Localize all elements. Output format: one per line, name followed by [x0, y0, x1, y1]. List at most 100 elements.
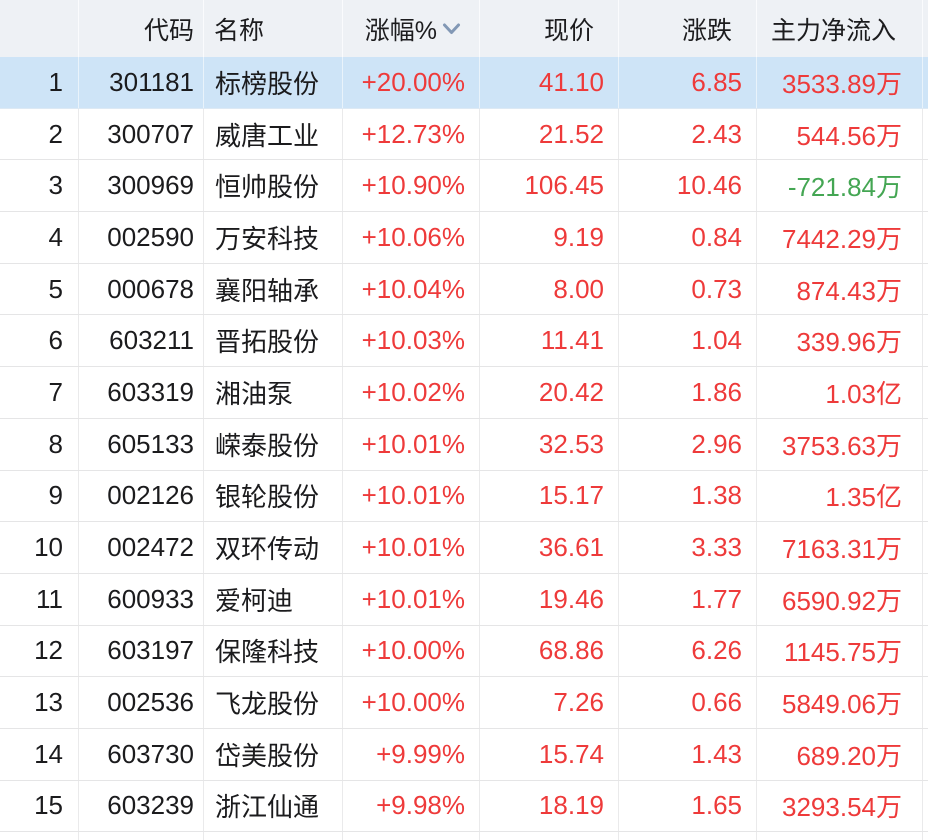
current-price — [480, 832, 619, 840]
cutoff-column — [923, 729, 928, 780]
price-change: 3.33 — [619, 522, 757, 573]
main-net-inflow — [757, 832, 923, 840]
header-price-change[interactable]: 涨跌 — [619, 0, 757, 57]
price-change: 0.66 — [619, 677, 757, 728]
change-percent: +10.01% — [343, 522, 480, 573]
current-price: 19.46 — [480, 573, 619, 625]
main-net-inflow: 5849.06万 — [757, 677, 923, 728]
current-price: 15.74 — [480, 728, 619, 780]
row-rank — [0, 832, 79, 840]
row-rank: 12 — [0, 625, 79, 677]
header-change-percent-label: 涨幅% — [364, 16, 437, 45]
change-percent: +10.01% — [343, 470, 480, 522]
current-price: 11.41 — [480, 315, 619, 367]
cutoff-column — [923, 626, 928, 677]
row-rank: 13 — [0, 677, 79, 728]
table-row[interactable]: 14 603730 岱美股份 +9.99% 15.74 1.43 689.20万 — [0, 728, 928, 781]
main-net-inflow: -721.84万 — [757, 160, 923, 212]
header-rank-blank — [0, 0, 79, 57]
chevron-down-icon — [442, 23, 461, 35]
current-price: 18.19 — [480, 780, 619, 832]
cutoff-column — [923, 832, 928, 840]
stock-name: 恒帅股份 — [204, 160, 343, 212]
cutoff-column — [923, 109, 928, 160]
change-percent: +9.98% — [343, 780, 480, 832]
table-row[interactable]: 6 603211 晋拓股份 +10.03% 11.41 1.04 339.96万 — [0, 315, 928, 368]
table-row[interactable]: 1 301181 标榜股份 +20.00% 41.10 6.85 3533.89… — [0, 57, 928, 109]
header-change-percent[interactable]: 涨幅% — [343, 0, 480, 57]
current-price: 41.10 — [480, 57, 619, 108]
row-rank: 14 — [0, 728, 79, 780]
main-net-inflow: 3293.54万 — [757, 780, 923, 832]
change-percent: +10.00% — [343, 625, 480, 677]
main-net-inflow: 7163.31万 — [757, 522, 923, 573]
table-row[interactable]: 11 600933 爱柯迪 +10.01% 19.46 1.77 6590.92… — [0, 573, 928, 626]
cutoff-column — [923, 264, 928, 315]
stock-code: 603239 — [79, 780, 204, 832]
change-percent: +10.04% — [343, 263, 480, 315]
cutoff-column — [923, 419, 928, 470]
price-change: 1.38 — [619, 470, 757, 522]
header-main-net-inflow[interactable]: 主力净流入 — [757, 0, 923, 57]
main-net-inflow: 339.96万 — [757, 315, 923, 367]
table-row[interactable]: 2 300707 威唐工业 +12.73% 21.52 2.43 544.56万 — [0, 108, 928, 161]
row-rank: 15 — [0, 780, 79, 832]
table-row[interactable]: 5 000678 襄阳轴承 +10.04% 8.00 0.73 874.43万 — [0, 263, 928, 316]
stock-code: 002472 — [79, 522, 204, 573]
stock-code: 603319 — [79, 367, 204, 418]
table-row[interactable]: 8 605133 嵘泰股份 +10.01% 32.53 2.96 3753.63… — [0, 418, 928, 471]
cutoff-column — [923, 522, 928, 573]
row-rank: 9 — [0, 470, 79, 522]
main-net-inflow: 3753.63万 — [757, 418, 923, 470]
change-percent: +10.06% — [343, 212, 480, 263]
current-price: 8.00 — [480, 263, 619, 315]
table-row[interactable]: 7 603319 湘油泵 +10.02% 20.42 1.86 1.03亿 — [0, 367, 928, 419]
stock-name: 飞龙股份 — [204, 677, 343, 728]
row-rank: 4 — [0, 212, 79, 263]
price-change: 2.96 — [619, 418, 757, 470]
stock-code: 603730 — [79, 728, 204, 780]
cutoff-column — [923, 212, 928, 263]
current-price: 15.17 — [480, 470, 619, 522]
main-net-inflow: 544.56万 — [757, 108, 923, 160]
table-row[interactable]: 9 002126 银轮股份 +10.01% 15.17 1.38 1.35亿 — [0, 470, 928, 523]
row-rank: 7 — [0, 367, 79, 418]
stock-name: 湘油泵 — [204, 367, 343, 418]
stock-code: 301181 — [79, 57, 204, 108]
header-code[interactable]: 代码 — [79, 0, 204, 57]
price-change: 1.43 — [619, 728, 757, 780]
price-change: 0.84 — [619, 212, 757, 263]
header-current-price[interactable]: 现价 — [480, 0, 619, 57]
cutoff-column — [923, 677, 928, 728]
table-row[interactable]: 3 300969 恒帅股份 +10.90% 106.45 10.46 -721.… — [0, 160, 928, 213]
table-row[interactable]: 4 002590 万安科技 +10.06% 9.19 0.84 7442.29万 — [0, 212, 928, 264]
stock-name — [204, 832, 343, 840]
change-percent — [343, 832, 480, 840]
table-row[interactable]: 12 603197 保隆科技 +10.00% 68.86 6.26 1145.7… — [0, 625, 928, 678]
row-rank: 3 — [0, 160, 79, 212]
header-cutoff-column — [923, 0, 928, 57]
stock-code: 000678 — [79, 263, 204, 315]
stock-name: 浙江仙通 — [204, 780, 343, 832]
stock-code: 600933 — [79, 573, 204, 625]
table-row-partial[interactable] — [0, 832, 928, 840]
cutoff-column — [923, 315, 928, 366]
table-row[interactable]: 10 002472 双环传动 +10.01% 36.61 3.33 7163.3… — [0, 522, 928, 574]
price-change: 6.26 — [619, 625, 757, 677]
table-row[interactable]: 15 603239 浙江仙通 +9.98% 18.19 1.65 3293.54… — [0, 780, 928, 833]
price-change: 1.77 — [619, 573, 757, 625]
current-price: 32.53 — [480, 418, 619, 470]
table-row[interactable]: 13 002536 飞龙股份 +10.00% 7.26 0.66 5849.06… — [0, 677, 928, 729]
stock-code: 603211 — [79, 315, 204, 367]
cutoff-column — [923, 574, 928, 625]
main-net-inflow: 1.35亿 — [757, 470, 923, 522]
change-percent: +10.90% — [343, 160, 480, 212]
table-body: 1 301181 标榜股份 +20.00% 41.10 6.85 3533.89… — [0, 57, 928, 840]
main-net-inflow: 1145.75万 — [757, 625, 923, 677]
row-rank: 11 — [0, 573, 79, 625]
price-change: 1.04 — [619, 315, 757, 367]
current-price: 7.26 — [480, 677, 619, 728]
current-price: 20.42 — [480, 367, 619, 418]
header-name[interactable]: 名称 — [204, 0, 343, 57]
